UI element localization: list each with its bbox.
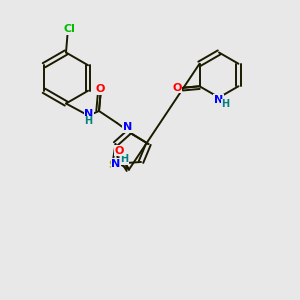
Text: H: H (84, 116, 92, 127)
Text: N: N (123, 122, 132, 132)
Text: S: S (108, 160, 116, 170)
Text: O: O (114, 146, 124, 156)
Text: N: N (214, 95, 223, 105)
Text: Cl: Cl (64, 24, 76, 34)
Text: H: H (120, 154, 129, 164)
Text: O: O (172, 83, 182, 93)
Text: H: H (221, 99, 230, 109)
Text: N: N (112, 158, 121, 169)
Text: N: N (85, 109, 94, 119)
Text: O: O (96, 84, 105, 94)
